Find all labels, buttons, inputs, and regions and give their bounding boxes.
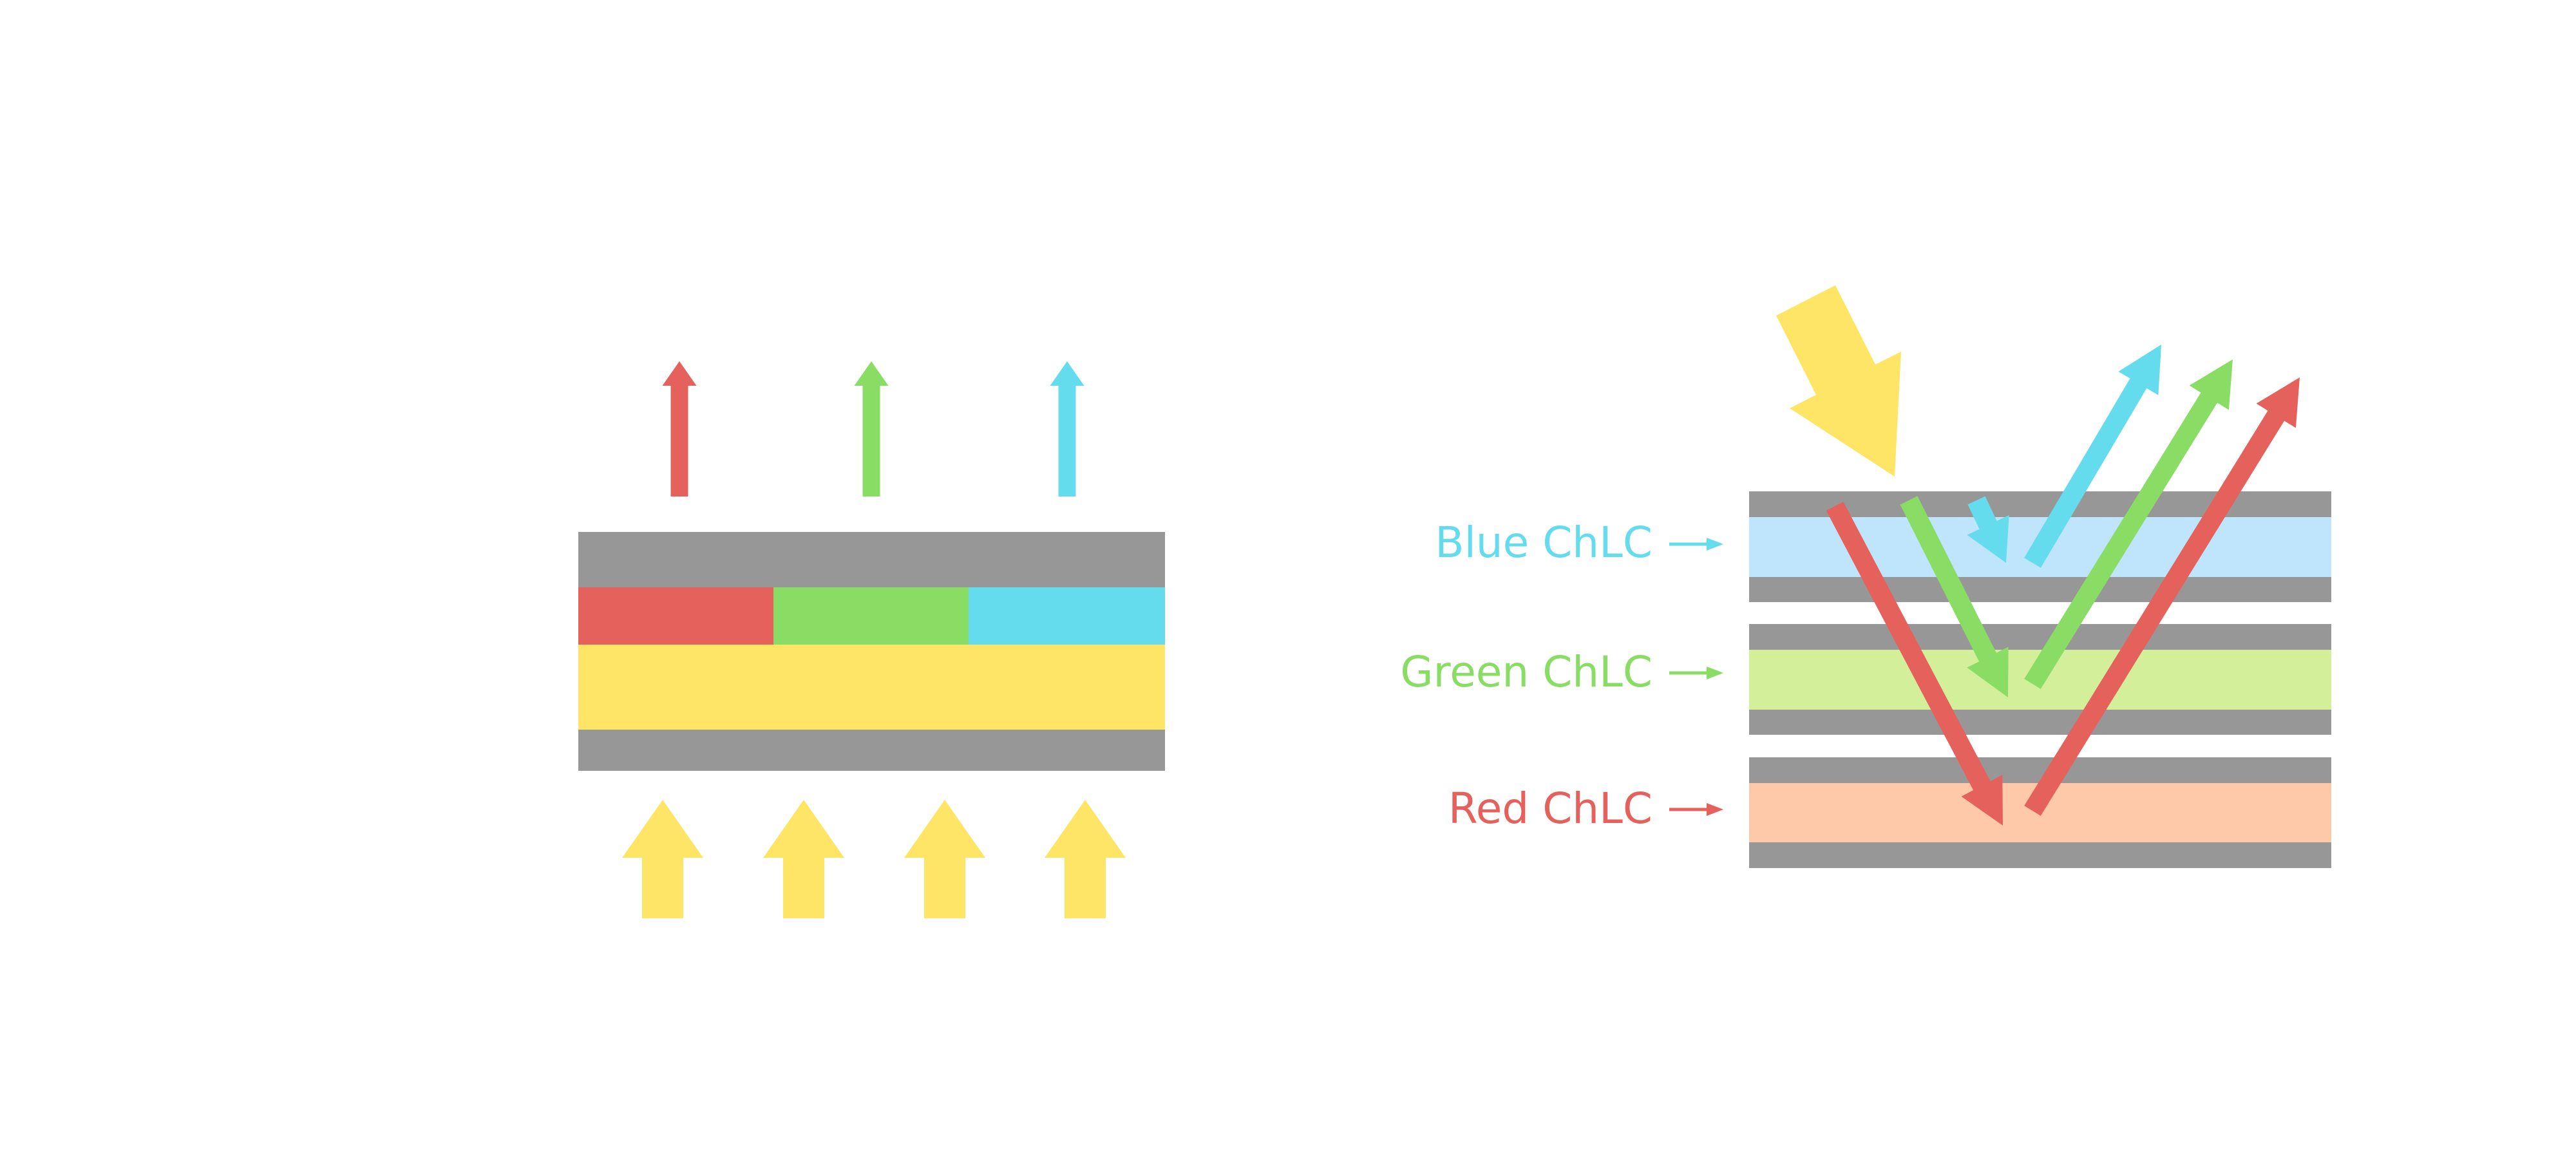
red-reflected-ray-arrow-icon (2024, 377, 2300, 816)
green-reflected-ray-arrow-icon (2024, 359, 2233, 689)
red-chlc-bottom-substrate (1749, 842, 2331, 868)
label-blue-chlc: Blue ChLC (1435, 518, 1653, 567)
top-substrate-layer (578, 532, 1165, 587)
yellow-input-arrow-icon-4 (1045, 800, 1126, 918)
green-chlc-bottom-substrate (1749, 710, 2331, 735)
blue-label-pointer-arrow-icon (1669, 538, 1723, 551)
red-label-pointer-arrow-icon (1669, 803, 1723, 816)
bottom-substrate-layer (578, 730, 1165, 771)
green-incident-ray-arrow-icon (1900, 496, 2009, 697)
label-green-chlc: Green ChLC (1400, 647, 1653, 697)
green-chlc-top-substrate (1749, 624, 2331, 650)
green-output-arrow-icon (854, 361, 889, 497)
green-filter-segment (773, 587, 969, 645)
blue-reflected-ray-arrow-icon (2024, 345, 2161, 568)
right-panel-chlc-stack: Blue ChLC Green ChLC Red ChLC (1400, 285, 2331, 868)
red-incident-ray-arrow-icon (1826, 502, 2003, 826)
yellow-input-arrow-icon-2 (763, 800, 844, 918)
blue-output-arrow-icon (1050, 361, 1084, 497)
incident-light-arrow-icon (1776, 285, 1901, 477)
green-label-pointer-arrow-icon (1669, 667, 1723, 679)
left-panel-stacked-filter (578, 361, 1165, 918)
blue-filter-segment (969, 587, 1165, 645)
red-output-arrow-icon (662, 361, 697, 497)
label-red-chlc: Red ChLC (1448, 784, 1653, 833)
yellow-input-arrow-icon-3 (904, 800, 985, 918)
blue-incident-ray-arrow-icon (1967, 496, 2009, 563)
yellow-backlight-layer (578, 645, 1165, 730)
blue-chlc-bottom-substrate (1749, 577, 2331, 602)
red-filter-segment (578, 587, 773, 645)
red-chlc-top-substrate (1749, 757, 2331, 783)
yellow-input-arrow-icon-1 (622, 800, 703, 918)
